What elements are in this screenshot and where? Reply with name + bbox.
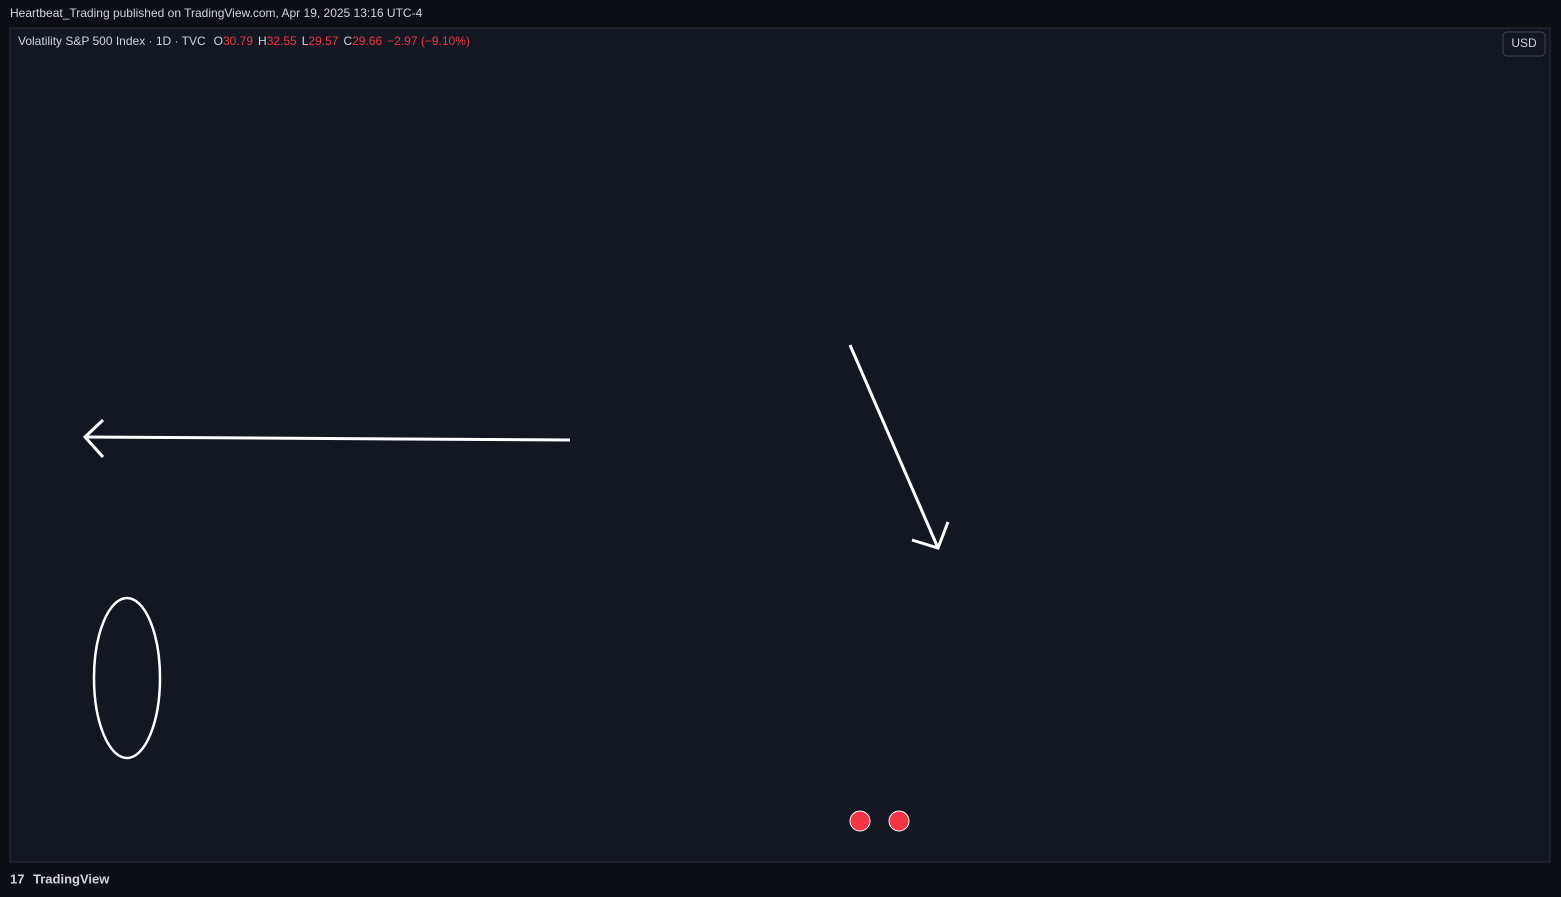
legend-value: 30.79: [223, 34, 253, 48]
footer-brand: TradingView: [33, 871, 110, 886]
legend: Volatility S&P 500 Index · 1D · TVC O30.7…: [18, 34, 470, 48]
currency-button[interactable]: [1502, 31, 1546, 57]
legend-value: 29.57: [308, 34, 338, 48]
event-icon[interactable]: [849, 810, 871, 832]
brand-logo: 17: [10, 871, 24, 886]
legend-name: Volatility S&P 500 Index · 1D · TVC: [18, 34, 206, 48]
plot-area: [9, 27, 1551, 863]
highlight-ellipse: [92, 596, 162, 760]
legend-key: O: [214, 34, 223, 48]
legend-key: L: [302, 34, 309, 48]
legend-value: 32.55: [267, 34, 297, 48]
legend-key: C: [343, 34, 352, 48]
arrow-left: [84, 435, 571, 442]
arrow-down-head: [911, 521, 950, 550]
arrow-down: [848, 344, 940, 549]
currency[interactable]: USD: [1511, 36, 1537, 50]
legend-line: Volatility S&P 500 Index · 1D · TVC O30.7…: [18, 34, 470, 48]
overlay: [82, 344, 950, 832]
legend-change: −2.97 (−9.10%): [387, 34, 470, 48]
arrow-left-head: [82, 418, 105, 459]
legend-key: H: [258, 34, 267, 48]
event-icon[interactable]: [888, 810, 910, 832]
legend-value: 29.66: [352, 34, 382, 48]
publisher: Heartbeat_Trading published on TradingVi…: [10, 6, 423, 20]
